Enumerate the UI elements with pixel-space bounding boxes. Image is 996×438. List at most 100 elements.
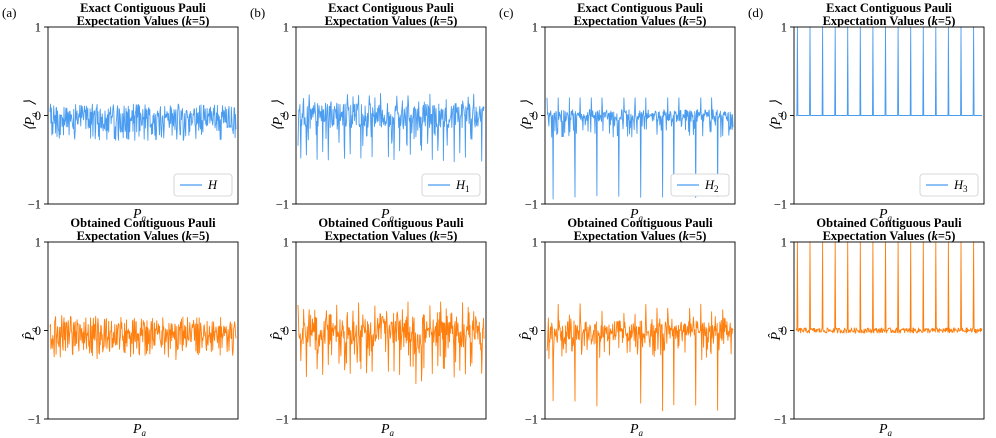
series-line [49, 315, 237, 361]
y-axis-label: ⟨Pa⃗⟩ [520, 99, 536, 131]
x-axis-label-main: P [878, 422, 888, 437]
y-tick-label: −1 [276, 413, 289, 427]
y-tick-label: 0 [283, 109, 289, 123]
title-prefix: Expectation Values ( [325, 14, 434, 28]
y-axis-label-main: P̂ [22, 332, 38, 342]
legend-label: H2 [704, 178, 719, 194]
x-axis-label-sub: a⃗ [390, 213, 402, 223]
series-line [546, 97, 734, 200]
x-axis-label-main: P [132, 207, 142, 222]
chart-title: Obtained Contiguous Pauli [567, 216, 713, 230]
y-tick-label: 1 [781, 21, 787, 35]
series-line [546, 303, 734, 412]
legend-box [919, 173, 979, 197]
panel-label: (b) [250, 5, 265, 20]
y-axis-label-sub: a⃗ [277, 320, 287, 332]
x-axis-label: Pa⃗ [132, 207, 153, 223]
chart-title-line2: Expectation Values (k=5) [325, 229, 458, 243]
x-axis-label: Pa⃗ [629, 422, 650, 438]
title-k: k [932, 14, 939, 28]
y-axis-label-main: ⟨P [271, 117, 286, 131]
panel-label: (a) [2, 5, 16, 20]
legend: H3 [919, 173, 979, 197]
y-axis-label: P̂a⃗ [22, 320, 39, 341]
y-tick-label: 1 [532, 21, 538, 35]
x-axis-label: Pa⃗ [380, 207, 401, 223]
title-k: k [683, 14, 690, 28]
y-axis-label: ⟨Pa⃗⟩ [23, 99, 39, 131]
chart-panel-6: 1 0 −1 Obtained Contiguous PauliExpectation… [270, 216, 487, 438]
x-axis-label-main: P [629, 422, 639, 437]
legend-label: H3 [953, 178, 968, 194]
chart-panel-8: 1 0 −1 Obtained Contiguous PauliExpectation… [768, 216, 985, 438]
x-axis-label-sub: a⃗ [142, 428, 154, 438]
y-axis-label: ⟨Pa⃗⟩ [769, 99, 785, 131]
y-tick-label: 1 [283, 236, 289, 250]
y-tick-label: 0 [35, 324, 41, 338]
title-k: k [186, 229, 193, 243]
series-line [297, 301, 485, 385]
title-k: k [186, 14, 193, 28]
y-axis-label-sub: a⃗ [775, 320, 785, 332]
chart-title-line2: Expectation Values (k=5) [823, 14, 956, 28]
legend-label-sub: 2 [714, 184, 719, 194]
title-eq: =5) [440, 229, 458, 243]
series-line [49, 103, 237, 141]
series-line [297, 92, 485, 163]
y-tick-label: 1 [781, 236, 787, 250]
y-tick-label: −1 [525, 413, 538, 427]
y-tick-label: 0 [283, 324, 289, 338]
title-prefix: Expectation Values ( [77, 14, 186, 28]
x-axis-label-sub: a⃗ [888, 213, 900, 223]
x-axis-label-main: P [629, 207, 639, 222]
chart-title: Exact Contiguous Pauli [577, 1, 703, 15]
y-axis-label-sub: a⃗ [526, 105, 536, 117]
title-prefix: Expectation Values ( [325, 229, 434, 243]
chart-title-line2: Expectation Values (k=5) [325, 14, 458, 28]
y-tick-label: 1 [35, 21, 41, 35]
y-tick-label: −1 [525, 198, 538, 212]
chart-title-line2: Expectation Values (k=5) [77, 14, 210, 28]
y-axis-label-close: ⟩ [520, 99, 535, 105]
legend-box [173, 173, 233, 197]
chart-title: Exact Contiguous Pauli [826, 1, 952, 15]
x-axis-label-sub: a⃗ [639, 213, 651, 223]
y-tick-label: −1 [774, 413, 787, 427]
x-axis-label: Pa⃗ [380, 422, 401, 438]
chart-title-line2: Expectation Values (k=5) [823, 229, 956, 243]
legend-label-main: H [455, 178, 466, 192]
legend-label-main: H [207, 178, 218, 192]
y-axis-label-main: P̂ [270, 332, 286, 342]
x-axis-label: Pa⃗ [132, 422, 153, 438]
title-eq: =5) [192, 229, 210, 243]
title-prefix: Expectation Values ( [77, 229, 186, 243]
title-eq: =5) [689, 229, 707, 243]
y-tick-label: 1 [283, 21, 289, 35]
y-axis-label-sub: a⃗ [29, 105, 39, 117]
y-axis-label: P̂a⃗ [519, 320, 536, 341]
y-tick-label: 0 [781, 324, 787, 338]
legend: H [173, 173, 233, 197]
y-axis-label: ⟨Pa⃗⟩ [271, 99, 287, 131]
y-tick-label: −1 [774, 198, 787, 212]
x-axis-label-sub: a⃗ [142, 213, 154, 223]
y-axis-label-close: ⟩ [271, 99, 286, 105]
y-axis-label-sub: a⃗ [277, 105, 287, 117]
title-k: k [932, 229, 939, 243]
series-line [795, 241, 983, 334]
title-eq: =5) [938, 14, 956, 28]
y-tick-label: 1 [35, 236, 41, 250]
title-eq: =5) [689, 14, 707, 28]
chart-title: Obtained Contiguous Pauli [70, 216, 216, 230]
chart-panel-5: 1 0 −1 Obtained Contiguous PauliExpectation… [22, 216, 239, 438]
title-prefix: Expectation Values ( [823, 14, 932, 28]
title-prefix: Expectation Values ( [574, 229, 683, 243]
y-axis-label-main: ⟨P [520, 117, 535, 131]
chart-title: Exact Contiguous Pauli [328, 1, 454, 15]
y-tick-label: 0 [532, 109, 538, 123]
y-tick-label: 0 [532, 324, 538, 338]
